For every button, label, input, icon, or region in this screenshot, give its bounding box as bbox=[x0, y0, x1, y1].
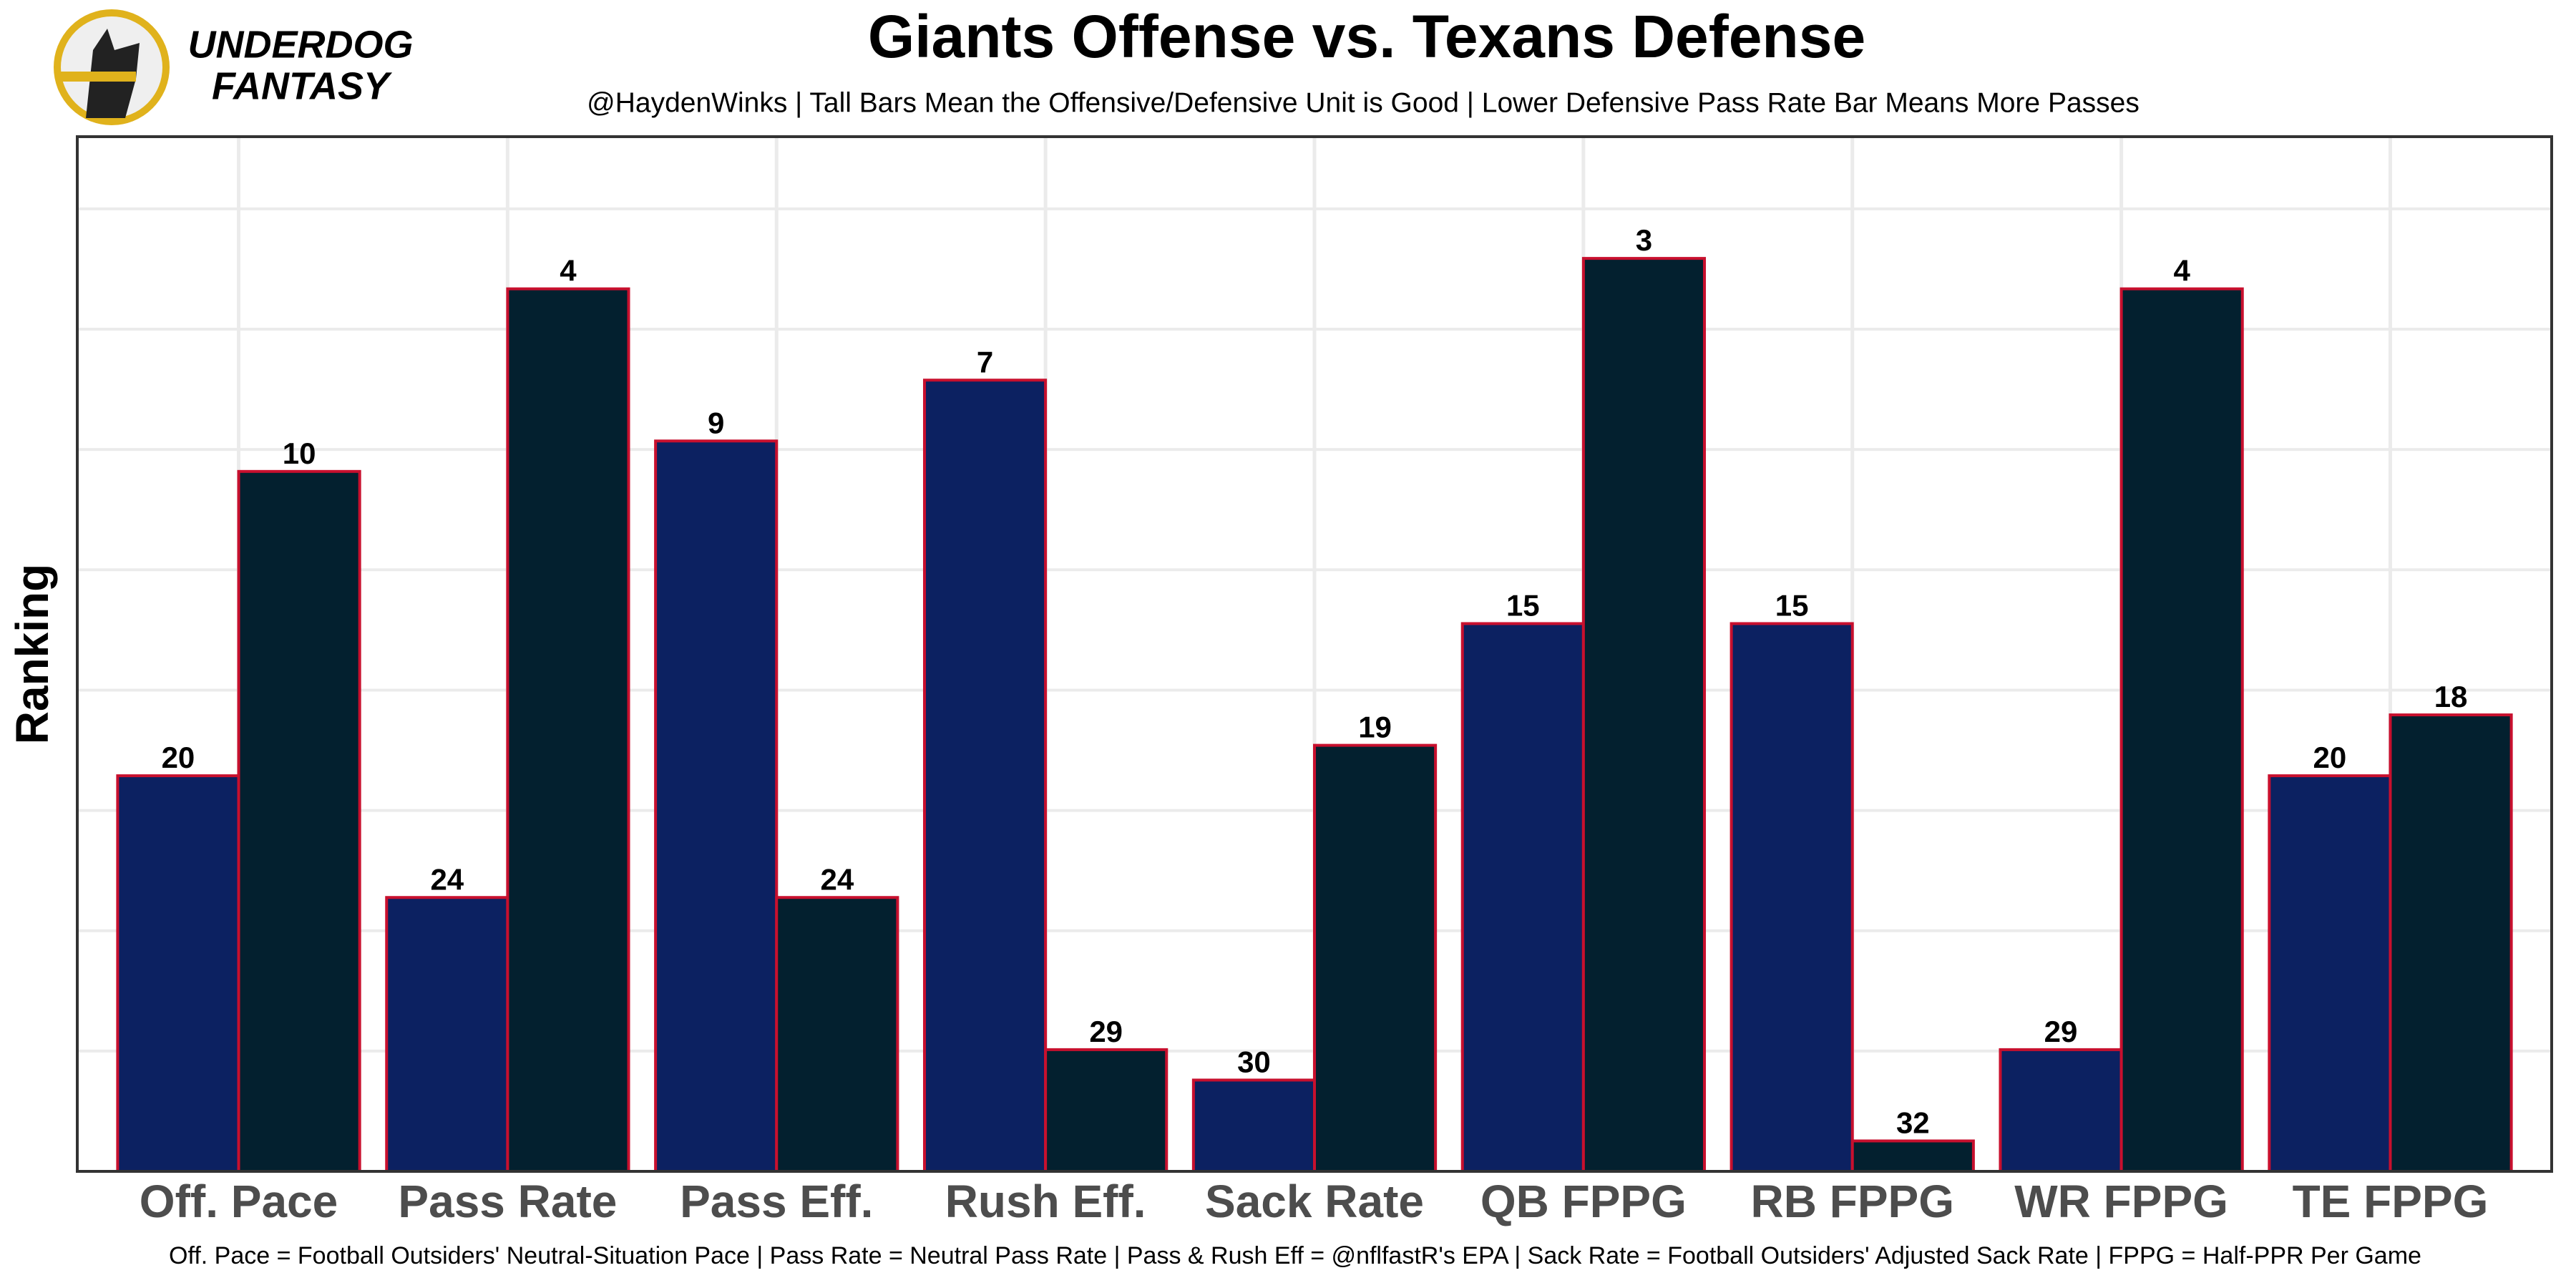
data-label: 4 bbox=[2173, 254, 2190, 288]
x-tick-label: Sack Rate bbox=[1205, 1176, 1424, 1227]
x-tick-label: QB FPPG bbox=[1480, 1176, 1687, 1227]
bar bbox=[385, 896, 509, 1174]
data-label: 7 bbox=[977, 345, 993, 379]
chart-title: Giants Offense vs. Texans Defense bbox=[868, 3, 1865, 70]
bar bbox=[1581, 257, 1707, 1173]
bar bbox=[1850, 1139, 1975, 1173]
data-label: 29 bbox=[2044, 1015, 2078, 1048]
bar bbox=[1313, 743, 1438, 1173]
data-label: 30 bbox=[1237, 1045, 1271, 1079]
data-label: 24 bbox=[820, 862, 854, 896]
plot-frame bbox=[76, 135, 2553, 1173]
data-label: 9 bbox=[708, 406, 724, 439]
bar bbox=[2119, 287, 2244, 1173]
bar bbox=[922, 379, 1048, 1173]
logo-stripe bbox=[57, 72, 136, 82]
data-label: 29 bbox=[1089, 1015, 1123, 1048]
caption: Off. Pace = Football Outsiders' Neutral-… bbox=[169, 1242, 2421, 1269]
data-label: 15 bbox=[1775, 589, 1809, 623]
chart-subtitle: @HaydenWinks | Tall Bars Mean the Offens… bbox=[587, 87, 2140, 118]
x-tick-label: WR FPPG bbox=[2014, 1176, 2228, 1227]
bar bbox=[506, 287, 630, 1173]
y-axis-label: Ranking bbox=[6, 564, 58, 744]
x-tick-label: RB FPPG bbox=[1751, 1176, 1954, 1227]
data-label: 32 bbox=[1896, 1106, 1930, 1140]
bar bbox=[1999, 1048, 2123, 1173]
logo: UNDERDOG FANTASY bbox=[54, 9, 414, 125]
bar bbox=[116, 774, 240, 1173]
brand-line: FANTASY bbox=[212, 64, 393, 107]
bar bbox=[237, 469, 361, 1173]
data-label: 20 bbox=[162, 741, 195, 774]
x-tick-label: Pass Rate bbox=[398, 1176, 617, 1227]
data-label: 4 bbox=[560, 254, 577, 288]
bar bbox=[654, 439, 779, 1173]
brand-line: UNDERDOG bbox=[187, 23, 413, 66]
bar bbox=[1044, 1048, 1169, 1173]
bar bbox=[775, 896, 899, 1174]
x-tick-label: TE FPPG bbox=[2293, 1176, 2489, 1227]
bar bbox=[1191, 1078, 1316, 1173]
data-label: 20 bbox=[2313, 741, 2347, 774]
bar bbox=[2389, 713, 2513, 1173]
data-label: 15 bbox=[1506, 589, 1540, 623]
x-tick-label: Off. Pace bbox=[140, 1176, 338, 1227]
data-label: 10 bbox=[283, 436, 316, 470]
bar bbox=[2268, 774, 2392, 1173]
x-tick-label: Pass Eff. bbox=[680, 1176, 873, 1227]
data-label: 3 bbox=[1636, 223, 1652, 257]
x-tick-label: Rush Eff. bbox=[945, 1176, 1146, 1227]
data-label: 18 bbox=[2434, 680, 2468, 713]
bar bbox=[1460, 622, 1585, 1173]
bar bbox=[1729, 622, 1854, 1173]
data-label: 19 bbox=[1358, 711, 1392, 744]
data-label: 24 bbox=[430, 862, 464, 896]
